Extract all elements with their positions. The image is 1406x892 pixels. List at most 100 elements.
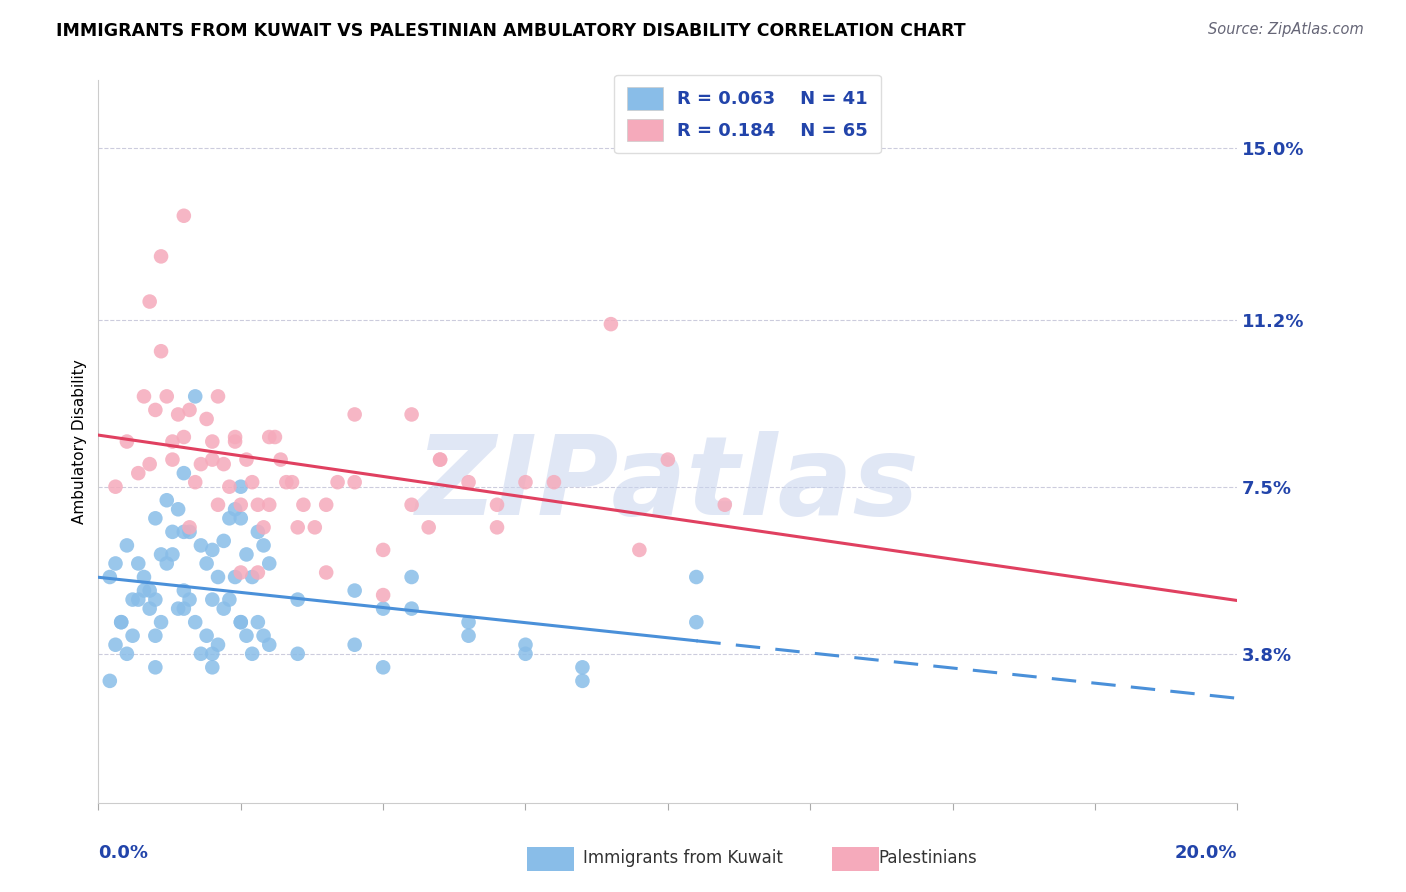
Point xyxy=(218,592,240,607)
Point xyxy=(515,647,537,661)
Point xyxy=(571,673,593,688)
Point xyxy=(150,615,173,630)
Text: Source: ZipAtlas.com: Source: ZipAtlas.com xyxy=(1208,22,1364,37)
Point xyxy=(235,548,257,562)
Point xyxy=(515,638,537,652)
Point xyxy=(207,570,229,584)
Point xyxy=(201,542,224,557)
Point xyxy=(264,430,287,444)
Point xyxy=(173,524,195,539)
Point xyxy=(127,592,149,607)
Point xyxy=(224,434,246,449)
Point xyxy=(121,592,143,607)
Text: 0.0%: 0.0% xyxy=(98,845,149,863)
Point xyxy=(429,452,451,467)
Point xyxy=(201,434,224,449)
Point xyxy=(195,412,218,426)
Point xyxy=(229,615,252,630)
Point xyxy=(292,498,315,512)
Point xyxy=(115,434,138,449)
Point xyxy=(240,475,263,490)
Point xyxy=(138,294,160,309)
Text: IMMIGRANTS FROM KUWAIT VS PALESTINIAN AMBULATORY DISABILITY CORRELATION CHART: IMMIGRANTS FROM KUWAIT VS PALESTINIAN AM… xyxy=(56,22,966,40)
Point xyxy=(190,457,212,471)
Point xyxy=(150,249,173,263)
Point xyxy=(224,430,246,444)
Point xyxy=(162,524,184,539)
Point xyxy=(150,344,173,359)
Point xyxy=(224,570,246,584)
Point xyxy=(235,629,257,643)
Point xyxy=(121,629,143,643)
Point xyxy=(138,583,160,598)
Point xyxy=(371,588,394,602)
Point xyxy=(184,615,207,630)
Point xyxy=(190,538,212,552)
Point xyxy=(179,520,201,534)
Point xyxy=(104,480,127,494)
Point xyxy=(343,408,366,422)
Point xyxy=(571,660,593,674)
Point xyxy=(132,389,155,403)
Point xyxy=(600,317,623,331)
Point xyxy=(195,629,218,643)
Point xyxy=(173,601,195,615)
Point xyxy=(145,403,167,417)
Point xyxy=(207,638,229,652)
Point xyxy=(162,452,184,467)
Point xyxy=(218,511,240,525)
Point xyxy=(401,408,423,422)
Point xyxy=(685,570,707,584)
Point xyxy=(371,660,394,674)
Point xyxy=(98,570,121,584)
Point xyxy=(246,566,269,580)
Point xyxy=(343,638,366,652)
Point xyxy=(184,475,207,490)
Point xyxy=(150,548,173,562)
Point xyxy=(184,389,207,403)
Point xyxy=(201,647,224,661)
Point xyxy=(201,592,224,607)
Point xyxy=(132,583,155,598)
Point xyxy=(156,557,179,571)
Point xyxy=(240,570,263,584)
Point xyxy=(145,629,167,643)
Point xyxy=(429,452,451,467)
Point xyxy=(167,502,190,516)
Point xyxy=(212,533,235,548)
Point xyxy=(229,615,252,630)
Point xyxy=(115,647,138,661)
Point xyxy=(212,601,235,615)
Point xyxy=(229,566,252,580)
Point xyxy=(326,475,349,490)
Point xyxy=(315,566,337,580)
Point xyxy=(104,638,127,652)
Point xyxy=(173,466,195,480)
Point xyxy=(104,557,127,571)
Point xyxy=(207,389,229,403)
Point xyxy=(162,434,184,449)
Point xyxy=(343,583,366,598)
Point xyxy=(190,647,212,661)
Point xyxy=(156,389,179,403)
Point xyxy=(229,511,252,525)
Point xyxy=(195,557,218,571)
Point xyxy=(201,452,224,467)
Point xyxy=(240,647,263,661)
Point xyxy=(304,520,326,534)
Point xyxy=(212,457,235,471)
Point xyxy=(138,457,160,471)
Point xyxy=(162,548,184,562)
Point xyxy=(98,673,121,688)
Point xyxy=(259,498,281,512)
Point xyxy=(132,570,155,584)
Point xyxy=(343,475,366,490)
Point xyxy=(110,615,132,630)
Point xyxy=(229,480,252,494)
Point xyxy=(201,660,224,674)
Point xyxy=(287,520,309,534)
Text: ZIPatlas: ZIPatlas xyxy=(416,432,920,539)
Point xyxy=(418,520,440,534)
Text: Immigrants from Kuwait: Immigrants from Kuwait xyxy=(583,849,783,867)
Point xyxy=(401,498,423,512)
